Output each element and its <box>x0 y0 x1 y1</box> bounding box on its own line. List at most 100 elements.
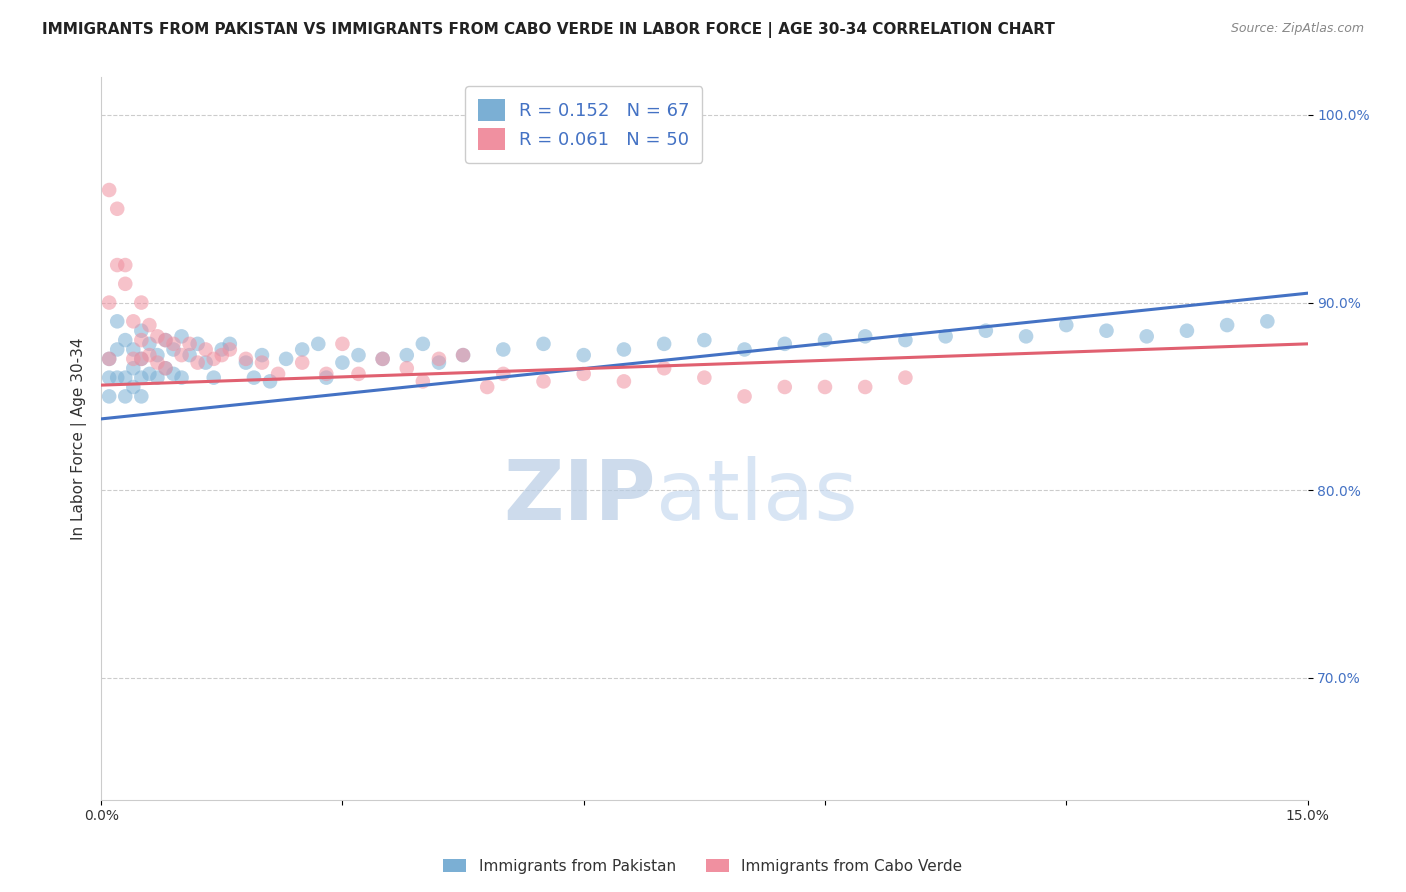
Point <box>98 351 121 366</box>
Point <box>814 380 837 394</box>
Point <box>1054 318 1077 332</box>
Point <box>122 361 145 376</box>
Point <box>179 336 201 351</box>
Point <box>250 348 273 362</box>
Point <box>105 370 128 384</box>
Point <box>155 361 177 376</box>
Point <box>395 361 418 376</box>
Point <box>814 333 837 347</box>
Point <box>1175 324 1198 338</box>
Point <box>122 351 145 366</box>
Point <box>894 370 917 384</box>
Point <box>412 375 434 389</box>
Point <box>652 336 675 351</box>
Point <box>492 367 515 381</box>
Point <box>146 356 169 370</box>
Point <box>98 183 121 197</box>
Point <box>935 329 957 343</box>
Point <box>315 370 337 384</box>
Point <box>131 324 153 338</box>
Legend: R = 0.152   N = 67, R = 0.061   N = 50: R = 0.152 N = 67, R = 0.061 N = 50 <box>465 87 703 163</box>
Point <box>131 351 153 366</box>
Point <box>1256 314 1278 328</box>
Text: IMMIGRANTS FROM PAKISTAN VS IMMIGRANTS FROM CABO VERDE IN LABOR FORCE | AGE 30-3: IMMIGRANTS FROM PAKISTAN VS IMMIGRANTS F… <box>42 22 1054 38</box>
Point <box>613 343 636 357</box>
Point <box>211 348 233 362</box>
Point <box>122 380 145 394</box>
Point <box>533 336 555 351</box>
Point <box>170 348 193 362</box>
Point <box>395 348 418 362</box>
Point <box>427 351 450 366</box>
Point <box>894 333 917 347</box>
Point <box>1216 318 1239 332</box>
Point <box>477 380 499 394</box>
Point <box>974 324 997 338</box>
Point <box>347 367 370 381</box>
Point <box>734 389 756 403</box>
Point <box>179 348 201 362</box>
Point <box>122 314 145 328</box>
Point <box>773 336 796 351</box>
Point <box>572 348 595 362</box>
Point <box>267 367 290 381</box>
Point <box>105 343 128 357</box>
Point <box>131 295 153 310</box>
Point <box>235 356 257 370</box>
Point <box>250 356 273 370</box>
Point <box>202 370 225 384</box>
Point <box>162 336 184 351</box>
Point <box>187 356 209 370</box>
Point <box>98 295 121 310</box>
Point <box>146 329 169 343</box>
Point <box>162 367 184 381</box>
Point <box>773 380 796 394</box>
Point <box>122 343 145 357</box>
Point <box>114 277 136 291</box>
Point <box>652 361 675 376</box>
Point <box>138 336 160 351</box>
Point <box>218 336 240 351</box>
Point <box>291 343 314 357</box>
Point <box>211 343 233 357</box>
Point <box>114 389 136 403</box>
Point <box>114 258 136 272</box>
Point <box>332 356 354 370</box>
Point <box>492 343 515 357</box>
Point <box>114 333 136 347</box>
Point <box>138 348 160 362</box>
Y-axis label: In Labor Force | Age 30-34: In Labor Force | Age 30-34 <box>72 337 87 540</box>
Legend: Immigrants from Pakistan, Immigrants from Cabo Verde: Immigrants from Pakistan, Immigrants fro… <box>437 853 969 880</box>
Point <box>853 329 876 343</box>
Point <box>572 367 595 381</box>
Point <box>613 375 636 389</box>
Point <box>853 380 876 394</box>
Point <box>194 356 217 370</box>
Point <box>451 348 474 362</box>
Text: atlas: atlas <box>657 456 858 537</box>
Point <box>202 351 225 366</box>
Point <box>412 336 434 351</box>
Point <box>194 343 217 357</box>
Point <box>131 370 153 384</box>
Point <box>138 318 160 332</box>
Point <box>218 343 240 357</box>
Point <box>693 370 716 384</box>
Point <box>332 336 354 351</box>
Point <box>1015 329 1038 343</box>
Point <box>155 333 177 347</box>
Point <box>451 348 474 362</box>
Point <box>347 348 370 362</box>
Point <box>131 351 153 366</box>
Point <box>170 370 193 384</box>
Point <box>533 375 555 389</box>
Point <box>259 375 281 389</box>
Point <box>315 367 337 381</box>
Point <box>274 351 297 366</box>
Text: Source: ZipAtlas.com: Source: ZipAtlas.com <box>1230 22 1364 36</box>
Point <box>155 333 177 347</box>
Point <box>693 333 716 347</box>
Point <box>291 356 314 370</box>
Point <box>162 343 184 357</box>
Point <box>105 202 128 216</box>
